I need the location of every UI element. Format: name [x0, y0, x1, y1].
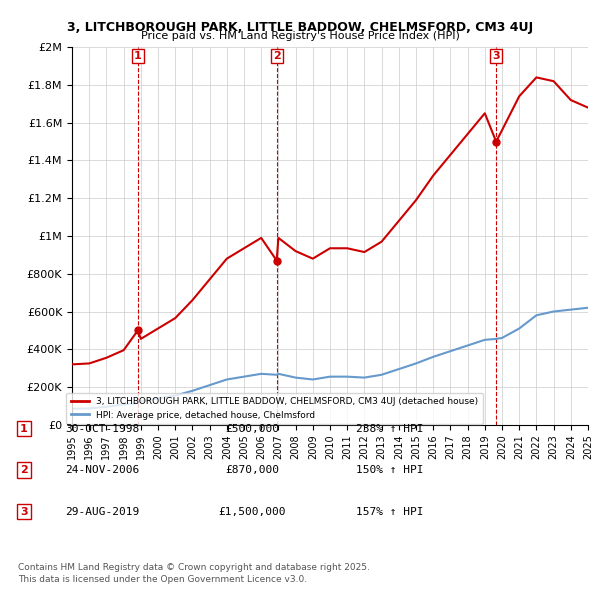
Text: Contains HM Land Registry data © Crown copyright and database right 2025.: Contains HM Land Registry data © Crown c…	[18, 563, 370, 572]
Text: 1: 1	[20, 424, 28, 434]
Text: 3, LITCHBOROUGH PARK, LITTLE BADDOW, CHELMSFORD, CM3 4UJ: 3, LITCHBOROUGH PARK, LITTLE BADDOW, CHE…	[67, 21, 533, 34]
Text: Price paid vs. HM Land Registry's House Price Index (HPI): Price paid vs. HM Land Registry's House …	[140, 31, 460, 41]
Legend: 3, LITCHBOROUGH PARK, LITTLE BADDOW, CHELMSFORD, CM3 4UJ (detached house), HPI: : 3, LITCHBOROUGH PARK, LITTLE BADDOW, CHE…	[66, 392, 482, 424]
Text: £1,500,000: £1,500,000	[218, 507, 286, 517]
Text: 238% ↑ HPI: 238% ↑ HPI	[356, 424, 424, 434]
Text: 30-OCT-1998: 30-OCT-1998	[65, 424, 139, 434]
Text: 29-AUG-2019: 29-AUG-2019	[65, 507, 139, 517]
Text: 2: 2	[273, 51, 281, 61]
Text: 3: 3	[493, 51, 500, 61]
Text: 150% ↑ HPI: 150% ↑ HPI	[356, 465, 424, 475]
Text: 24-NOV-2006: 24-NOV-2006	[65, 465, 139, 475]
Text: 1: 1	[134, 51, 142, 61]
Text: 157% ↑ HPI: 157% ↑ HPI	[356, 507, 424, 517]
Text: £870,000: £870,000	[225, 465, 279, 475]
Text: £500,000: £500,000	[225, 424, 279, 434]
Text: 3: 3	[20, 507, 28, 517]
Text: 2: 2	[20, 465, 28, 475]
Text: This data is licensed under the Open Government Licence v3.0.: This data is licensed under the Open Gov…	[18, 575, 307, 584]
